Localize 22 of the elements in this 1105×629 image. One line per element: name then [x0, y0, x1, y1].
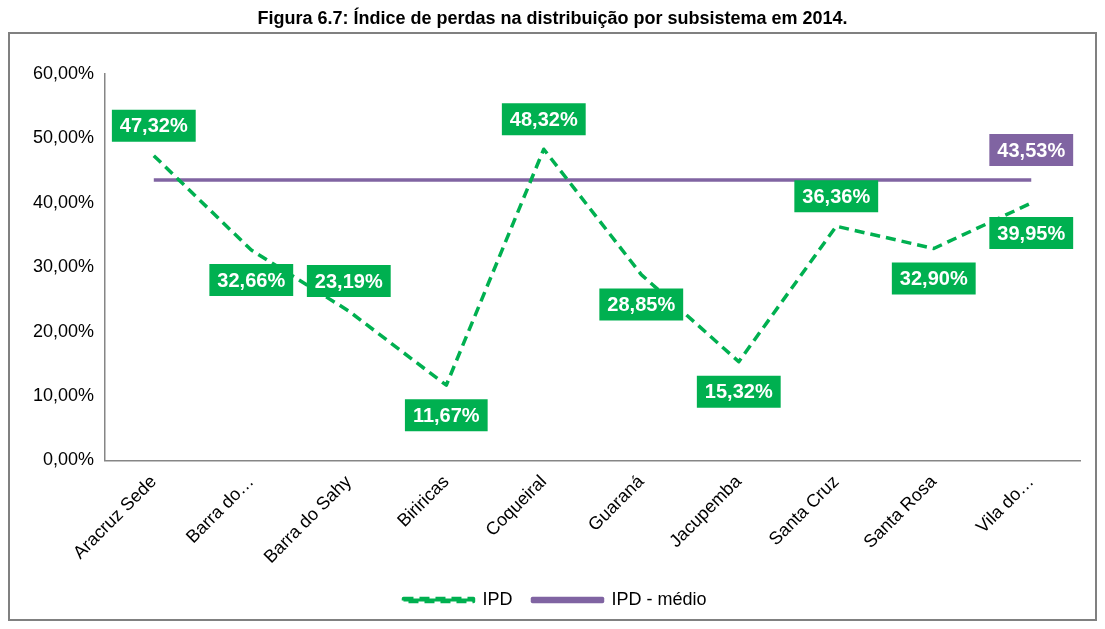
y-tick-label: 30,00% [32, 256, 95, 277]
data-label: 36,36% [802, 184, 871, 207]
y-tick-label: 10,00% [32, 384, 95, 405]
y-tick-label: 0,00% [43, 449, 95, 470]
data-label: 32,90% [899, 267, 968, 290]
legend-label: IPD - médio [611, 588, 707, 609]
chart-title: Figura 6.7: Índice de perdas na distribuição por subsistema em 2014. [256, 8, 849, 30]
data-label: 15,32% [704, 380, 773, 403]
y-tick-label: 20,00% [32, 320, 95, 341]
data-label: 28,85% [607, 293, 676, 316]
data-label: 47,32% [119, 114, 188, 137]
y-tick-label: 50,00% [32, 127, 95, 148]
y-tick-label: 40,00% [32, 191, 95, 212]
data-label: 23,19% [314, 269, 383, 292]
legend-label: IPD [482, 588, 513, 609]
data-label: 39,95% [997, 221, 1066, 244]
y-tick-label: 60,00% [32, 62, 95, 83]
x-tick-label: Vila do… [972, 471, 1038, 537]
data-label: 11,67% [412, 403, 480, 426]
data-label: 43,53% [997, 138, 1066, 161]
data-label: 48,32% [509, 107, 578, 130]
data-label: 32,66% [217, 268, 286, 291]
